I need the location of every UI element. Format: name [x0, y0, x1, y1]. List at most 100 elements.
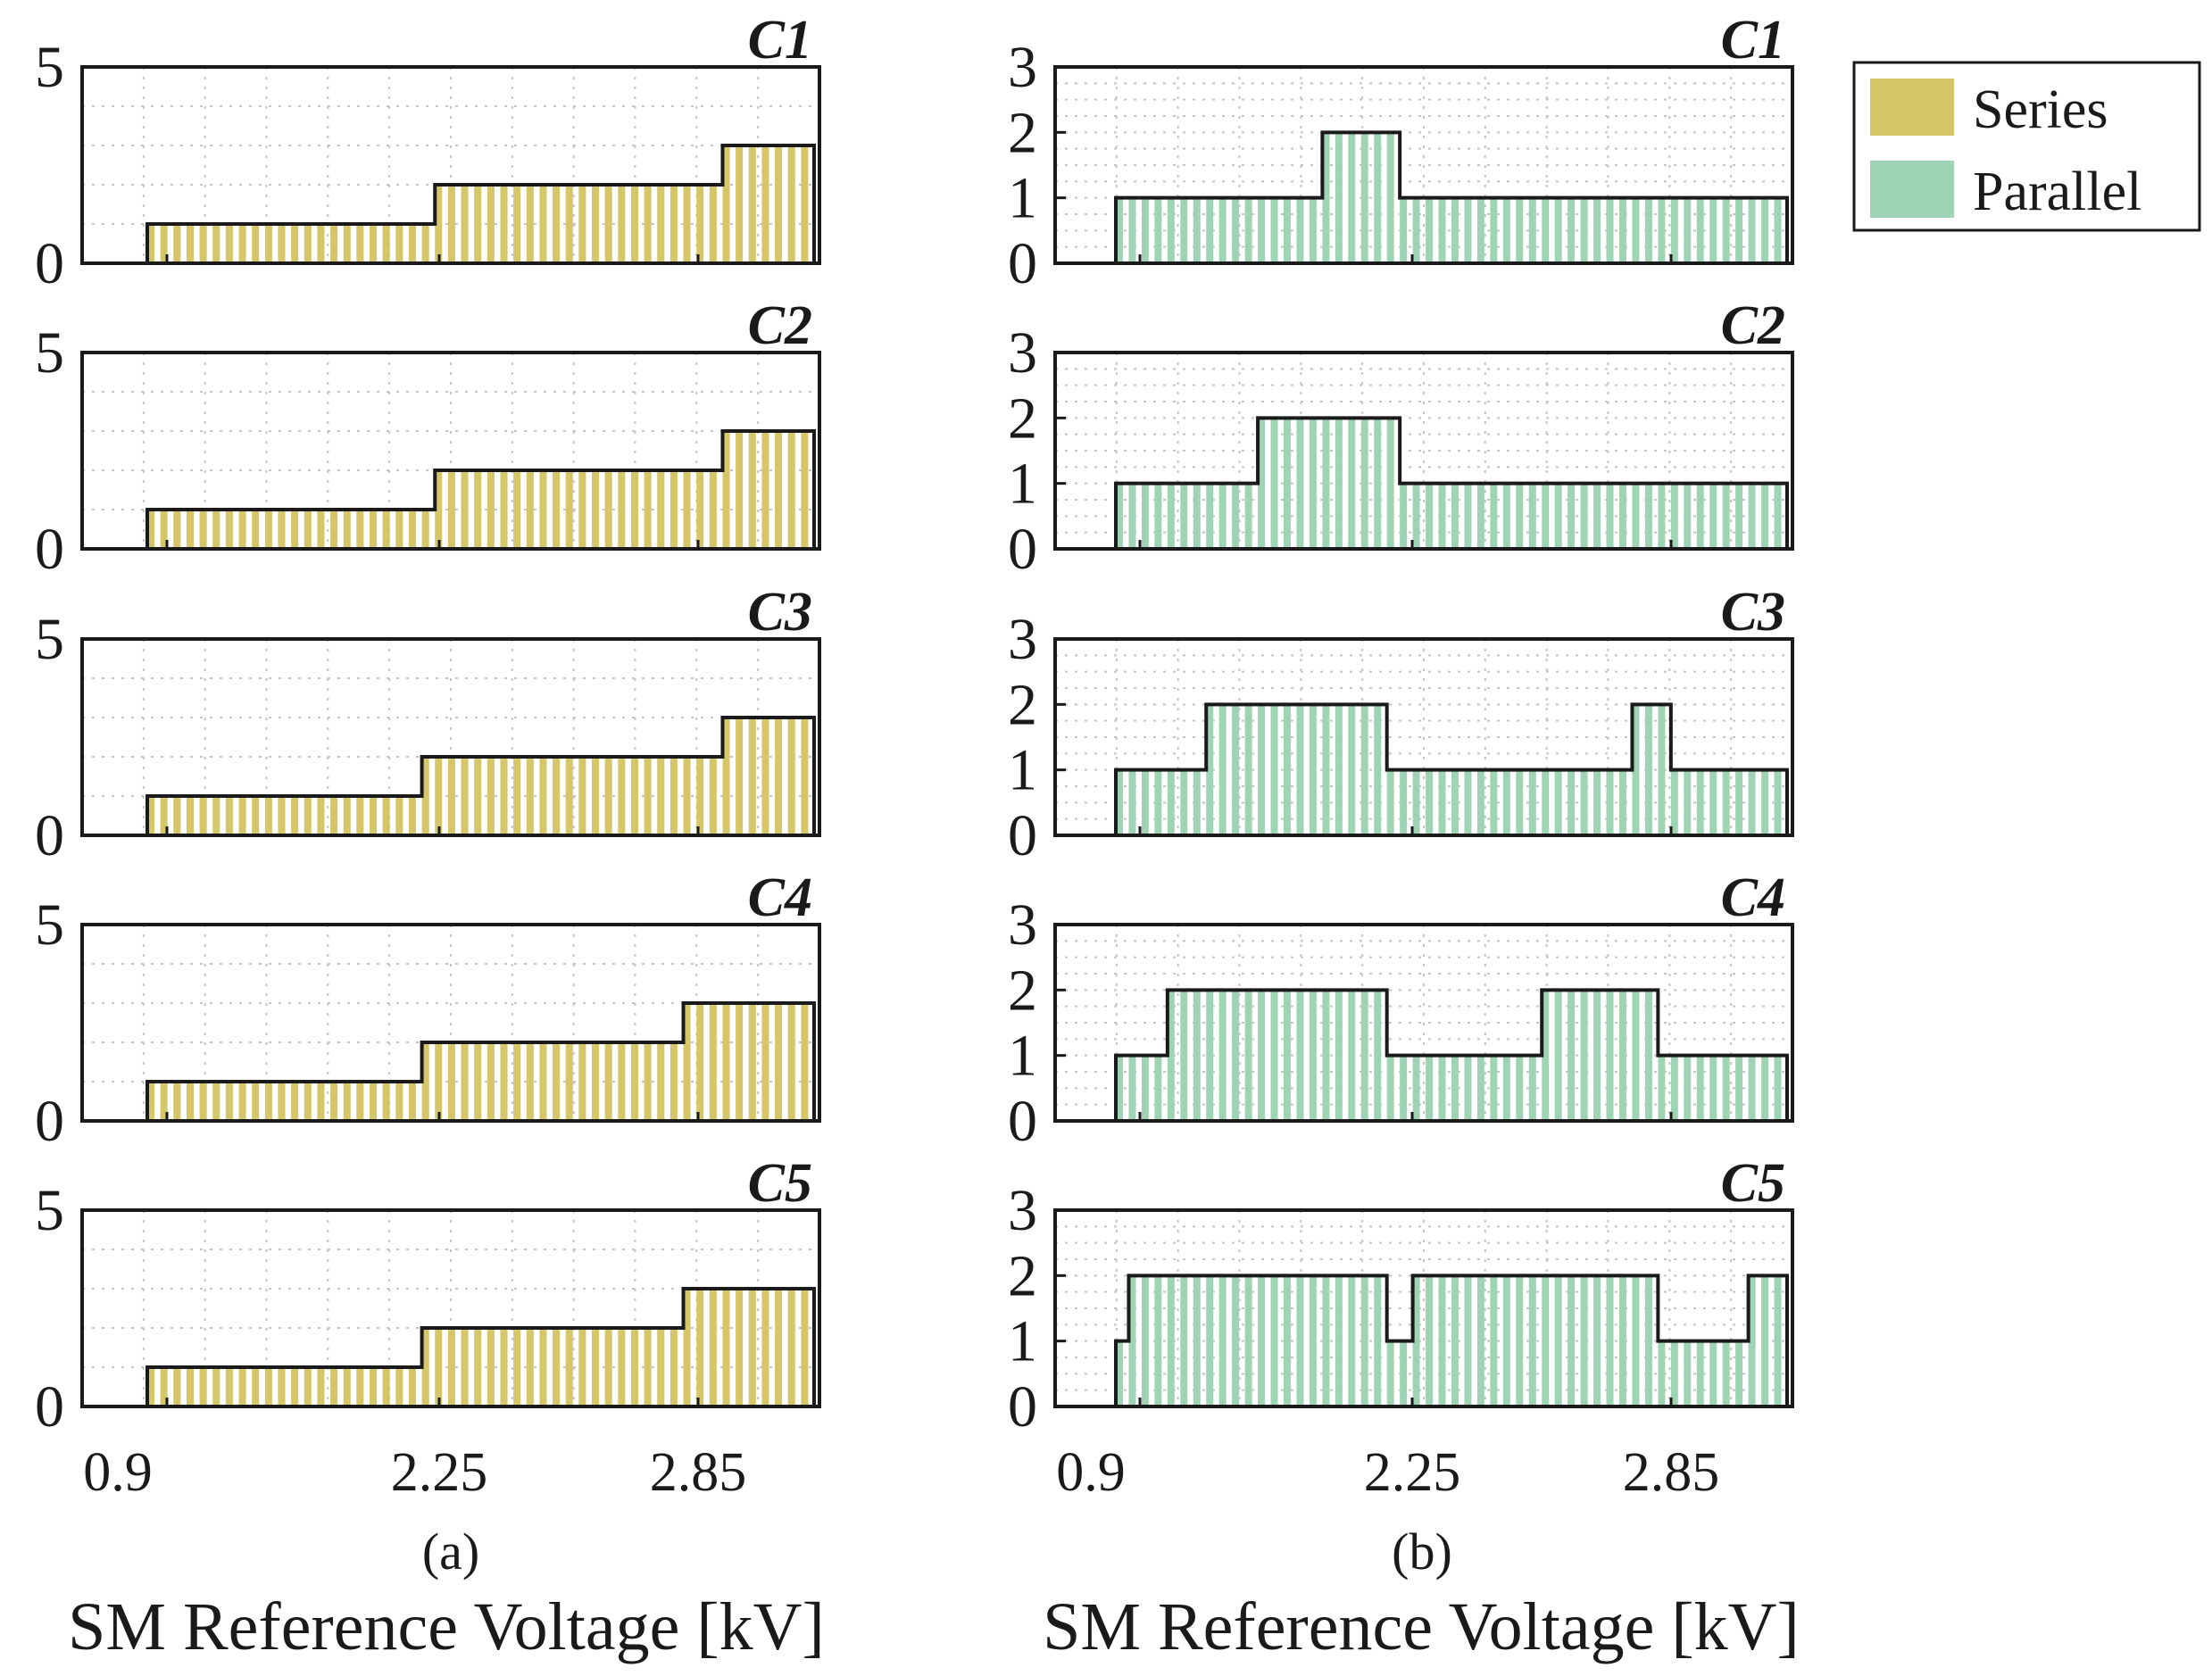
bar	[644, 757, 652, 835]
bar	[618, 185, 626, 263]
bar	[173, 510, 181, 549]
bar	[421, 510, 429, 549]
bar	[1516, 1055, 1524, 1121]
bar	[474, 185, 482, 263]
legend-label-series: Series	[1973, 79, 2108, 140]
axes-box	[1053, 65, 1794, 265]
bar	[1258, 1275, 1266, 1406]
axes-box	[80, 1208, 821, 1408]
bar	[1426, 1275, 1434, 1406]
y-tick-label: 0	[1008, 517, 1037, 582]
bar	[578, 757, 586, 835]
y-tick-label: 0	[35, 231, 64, 296]
bar	[709, 1289, 717, 1406]
bar	[395, 224, 403, 263]
bar	[395, 510, 403, 549]
axes-box	[80, 65, 821, 265]
bar	[1284, 1275, 1291, 1406]
bar	[1709, 1340, 1717, 1406]
bar	[356, 796, 364, 835]
bar	[1360, 704, 1368, 835]
caption-a: (a)	[422, 1523, 479, 1581]
bar	[669, 185, 678, 263]
caption-b: (b)	[1392, 1523, 1452, 1581]
bar	[1735, 769, 1743, 835]
bar	[356, 1082, 364, 1121]
bar	[1258, 704, 1266, 835]
bar	[264, 1367, 272, 1406]
axes-box	[80, 351, 821, 551]
panel-title: C4	[748, 867, 812, 928]
bar	[1244, 990, 1252, 1121]
bar	[382, 1367, 390, 1406]
bar	[1296, 197, 1304, 263]
y-tick-label: 0	[35, 517, 64, 582]
bar	[1426, 483, 1434, 549]
bar	[1670, 483, 1678, 549]
bar	[1167, 990, 1175, 1121]
bar	[553, 1328, 561, 1406]
bar	[1180, 1275, 1188, 1406]
bar	[1322, 418, 1330, 549]
bar	[1554, 483, 1562, 549]
bar	[1774, 769, 1782, 835]
bar	[1438, 197, 1446, 263]
bar	[775, 145, 783, 263]
bar	[1709, 769, 1717, 835]
bar	[801, 1289, 809, 1406]
bar	[1709, 483, 1717, 549]
step-outline	[146, 144, 816, 263]
bar	[526, 1042, 534, 1121]
bar	[447, 185, 455, 263]
bar	[1270, 704, 1278, 835]
bar	[1412, 197, 1420, 263]
bar	[1658, 483, 1666, 549]
y-tick-label: 0	[35, 1374, 64, 1440]
bar	[408, 224, 416, 263]
bar	[1568, 197, 1576, 263]
bar	[1296, 418, 1304, 549]
bar	[395, 1367, 403, 1406]
bar	[1542, 769, 1550, 835]
bar	[1335, 990, 1343, 1121]
bar	[264, 796, 272, 835]
bar	[1619, 769, 1626, 835]
y-tick-label: 0	[1008, 231, 1037, 296]
bar	[1335, 418, 1343, 549]
y-tick-label: 5	[35, 892, 64, 958]
bar	[474, 1042, 482, 1121]
bar	[1232, 483, 1240, 549]
legend: Series Parallel	[1852, 61, 2201, 232]
bar	[1206, 1275, 1214, 1406]
bar	[395, 1082, 403, 1121]
bar	[748, 431, 756, 549]
bar	[1270, 197, 1278, 263]
bar	[669, 470, 678, 549]
bar	[1309, 197, 1317, 263]
bar	[683, 470, 691, 549]
bar	[618, 470, 626, 549]
bar	[500, 757, 508, 835]
bar	[1528, 769, 1536, 835]
bar	[722, 1003, 730, 1121]
bar	[1438, 483, 1446, 549]
bar	[330, 1367, 338, 1406]
bar	[1502, 197, 1510, 263]
bar	[1722, 1340, 1730, 1406]
bar	[761, 718, 769, 835]
bar	[1684, 1340, 1692, 1406]
bar	[199, 1367, 207, 1406]
panel-title: C4	[1721, 867, 1785, 928]
bar	[252, 1367, 260, 1406]
bar	[539, 470, 547, 549]
step-outline	[146, 716, 816, 835]
y-tick-label: 0	[1008, 803, 1037, 868]
bar	[1141, 197, 1149, 263]
y-tick-label: 2	[1008, 672, 1037, 737]
bar	[1516, 1275, 1524, 1406]
bar	[212, 796, 220, 835]
bar	[1193, 197, 1201, 263]
bar	[173, 1367, 181, 1406]
